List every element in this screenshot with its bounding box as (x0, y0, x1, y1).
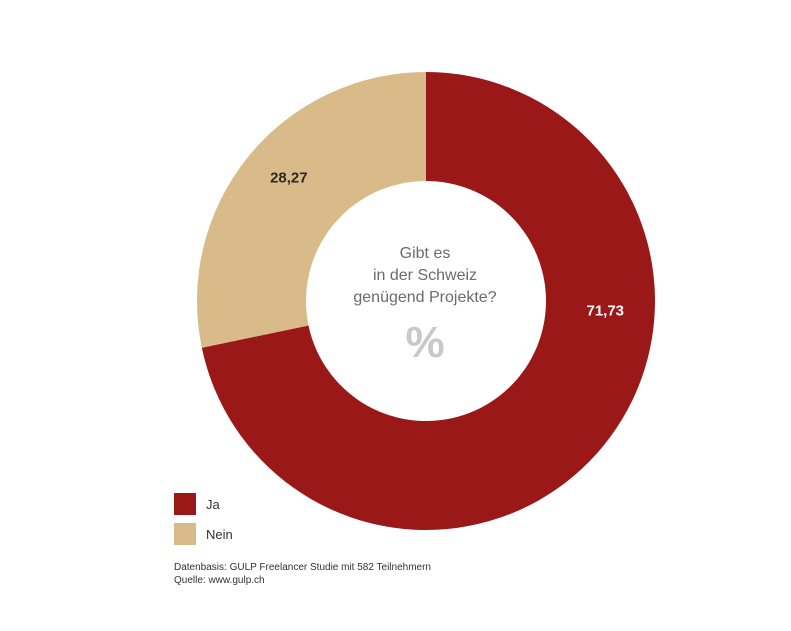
slice-value-label-nein: 28,27 (270, 170, 308, 187)
donut-slice-ja (201, 72, 656, 530)
legend-label-ja: Ja (206, 496, 220, 512)
source-note: Datenbasis: GULP Freelancer Studie mit 5… (174, 561, 431, 587)
source-line-data: Datenbasis: GULP Freelancer Studie mit 5… (174, 562, 431, 573)
donut-slice-nein (197, 72, 426, 348)
source-line-origin: Quelle: www.gulp.ch (174, 575, 265, 586)
legend-label-nein: Nein (206, 526, 233, 542)
legend-swatch-ja (174, 493, 196, 515)
center-title-line-1: Gibt es (399, 245, 451, 262)
center-title-line-3: genügend Projekte? (353, 289, 497, 306)
legend: Ja Nein (174, 492, 233, 552)
center-title: Gibt es in der Schweiz genügend Projekte… (330, 243, 520, 309)
slice-value-label-ja: 71,73 (586, 302, 624, 319)
center-unit-symbol: % (405, 318, 445, 367)
legend-item-ja: Ja (174, 492, 233, 516)
legend-swatch-nein (174, 523, 196, 545)
legend-item-nein: Nein (174, 522, 233, 546)
center-title-line-2: in der Schweiz (372, 267, 478, 284)
